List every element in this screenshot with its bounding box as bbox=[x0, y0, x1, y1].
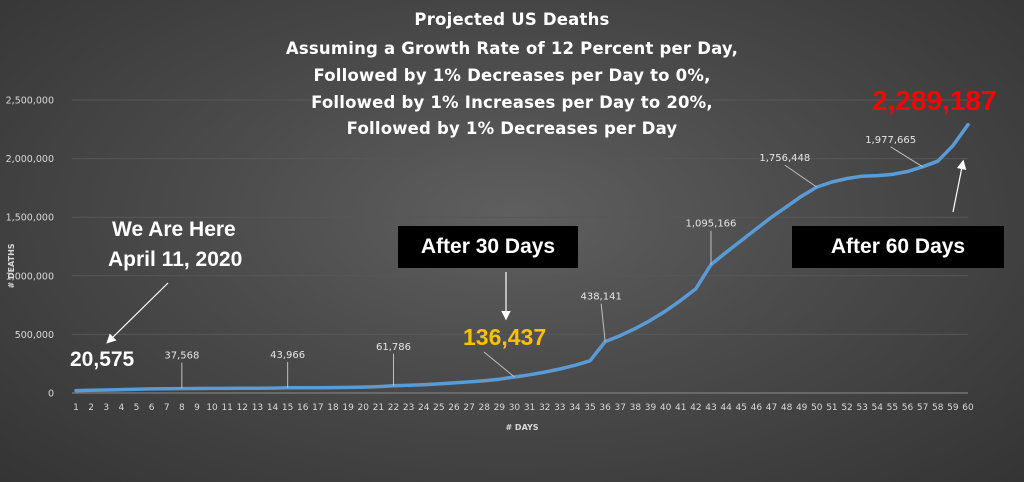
x-tick-label: 23 bbox=[403, 403, 414, 413]
x-tick-label: 46 bbox=[751, 403, 763, 413]
y-tick-label: 0 bbox=[48, 389, 54, 400]
data-label-leader bbox=[784, 164, 818, 188]
chart-title-line-2: Assuming a Growth Rate of 12 Percent per… bbox=[285, 39, 739, 58]
data-label: 1,977,665 bbox=[865, 135, 916, 146]
x-tick-label: 45 bbox=[735, 403, 746, 413]
x-tick-label: 56 bbox=[902, 403, 914, 413]
x-tick-label: 29 bbox=[494, 403, 506, 413]
we-are-here-arrow bbox=[106, 282, 169, 344]
x-tick-label: 20 bbox=[358, 403, 370, 413]
x-tick-label: 59 bbox=[947, 403, 959, 413]
x-tick-label: 52 bbox=[841, 403, 852, 413]
x-tick-label: 49 bbox=[796, 403, 808, 413]
x-tick-label: 60 bbox=[962, 403, 974, 413]
day30-leader bbox=[483, 351, 515, 378]
x-tick-label: 55 bbox=[887, 403, 898, 413]
data-label: 37,568 bbox=[164, 351, 199, 362]
x-tick-label: 12 bbox=[237, 403, 248, 413]
data-label: 61,786 bbox=[376, 342, 411, 353]
x-tick-label: 47 bbox=[766, 403, 777, 413]
x-tick-label: 28 bbox=[478, 403, 490, 413]
day60-value-label: 2,289,187 bbox=[872, 85, 997, 116]
x-tick-label: 40 bbox=[660, 403, 672, 413]
x-tick-label: 4 bbox=[118, 403, 124, 413]
x-tick-label: 15 bbox=[282, 403, 293, 413]
data-label: 1,756,448 bbox=[759, 153, 810, 164]
x-tick-label: 10 bbox=[206, 403, 218, 413]
x-axis-title: # DAYS bbox=[505, 423, 538, 432]
x-tick-label: 30 bbox=[509, 403, 521, 413]
x-tick-label: 50 bbox=[811, 403, 823, 413]
chart-title-line-5: Followed by 1% Decreases per Day bbox=[346, 119, 678, 138]
x-tick-label: 38 bbox=[630, 403, 642, 413]
x-tick-label: 32 bbox=[539, 403, 550, 413]
x-tick-label: 17 bbox=[312, 403, 323, 413]
x-tick-label: 42 bbox=[690, 403, 701, 413]
after-30-days-box: After 30 Days bbox=[398, 226, 578, 268]
x-tick-label: 19 bbox=[342, 403, 354, 413]
y-axis-title: # DEATHS bbox=[7, 243, 16, 288]
after-60-days-box: After 60 Days bbox=[792, 226, 1004, 268]
x-tick-label: 21 bbox=[373, 403, 384, 413]
x-tick-label: 13 bbox=[252, 403, 263, 413]
x-tick-label: 1 bbox=[73, 403, 79, 413]
x-tick-label: 2 bbox=[88, 403, 94, 413]
x-tick-label: 58 bbox=[932, 403, 944, 413]
x-tick-label: 16 bbox=[297, 403, 309, 413]
x-tick-label: 14 bbox=[267, 403, 279, 413]
x-tick-label: 36 bbox=[599, 403, 611, 413]
chart-title-line-3: Followed by 1% Decreases per Day to 0%, bbox=[313, 66, 711, 85]
x-tick-label: 44 bbox=[720, 403, 732, 413]
x-tick-label: 7 bbox=[164, 403, 170, 413]
x-tick-label: 18 bbox=[327, 403, 339, 413]
data-label-leader bbox=[600, 303, 606, 342]
y-tick-label: 1,500,000 bbox=[6, 213, 54, 224]
x-tick-label: 26 bbox=[448, 403, 460, 413]
x-tick-label: 24 bbox=[418, 403, 430, 413]
x-tick-label: 39 bbox=[645, 403, 657, 413]
x-tick-label: 9 bbox=[194, 403, 200, 413]
x-tick-label: 22 bbox=[388, 403, 399, 413]
start-value-label: 20,575 bbox=[70, 348, 135, 371]
x-tick-label: 57 bbox=[917, 403, 928, 413]
data-label-leader bbox=[890, 146, 923, 168]
after-60-days-arrow bbox=[952, 159, 967, 213]
x-tick-label: 34 bbox=[569, 403, 581, 413]
date-callout: April 11, 2020 bbox=[108, 248, 243, 271]
x-tick-label: 33 bbox=[554, 403, 565, 413]
series-line bbox=[74, 122, 970, 393]
data-label: 43,966 bbox=[270, 350, 305, 361]
x-tick-label: 43 bbox=[705, 403, 716, 413]
x-tick-label: 31 bbox=[524, 403, 535, 413]
x-tick-label: 25 bbox=[433, 403, 444, 413]
data-label: 438,141 bbox=[580, 292, 621, 303]
x-tick-label: 41 bbox=[675, 403, 686, 413]
x-tick-label: 54 bbox=[872, 403, 884, 413]
y-tick-label: 2,000,000 bbox=[6, 154, 54, 165]
x-tick-label: 27 bbox=[463, 403, 474, 413]
x-tick-label: 8 bbox=[179, 403, 185, 413]
x-tick-label: 11 bbox=[221, 403, 232, 413]
we-are-here-callout: We Are Here bbox=[112, 218, 236, 241]
y-tick-label: 2,500,000 bbox=[6, 96, 54, 107]
x-tick-label: 5 bbox=[134, 403, 140, 413]
x-tick-label: 37 bbox=[615, 403, 626, 413]
y-tick-label: 1,000,000 bbox=[6, 271, 54, 282]
y-tick-label: 500,000 bbox=[15, 330, 54, 341]
x-tick-label: 51 bbox=[826, 403, 837, 413]
x-tick-label: 35 bbox=[584, 403, 595, 413]
chart-title-line-4: Followed by 1% Increases per Day to 20%, bbox=[311, 93, 713, 112]
x-tick-label: 53 bbox=[856, 403, 867, 413]
chart-title-line-1: Projected US Deaths bbox=[414, 10, 610, 29]
x-tick-label: 48 bbox=[781, 403, 793, 413]
data-label: 1,095,166 bbox=[686, 219, 737, 230]
x-tick-label: 6 bbox=[149, 403, 155, 413]
day30-value-label: 136,437 bbox=[463, 324, 547, 350]
x-tick-label: 3 bbox=[103, 403, 109, 413]
